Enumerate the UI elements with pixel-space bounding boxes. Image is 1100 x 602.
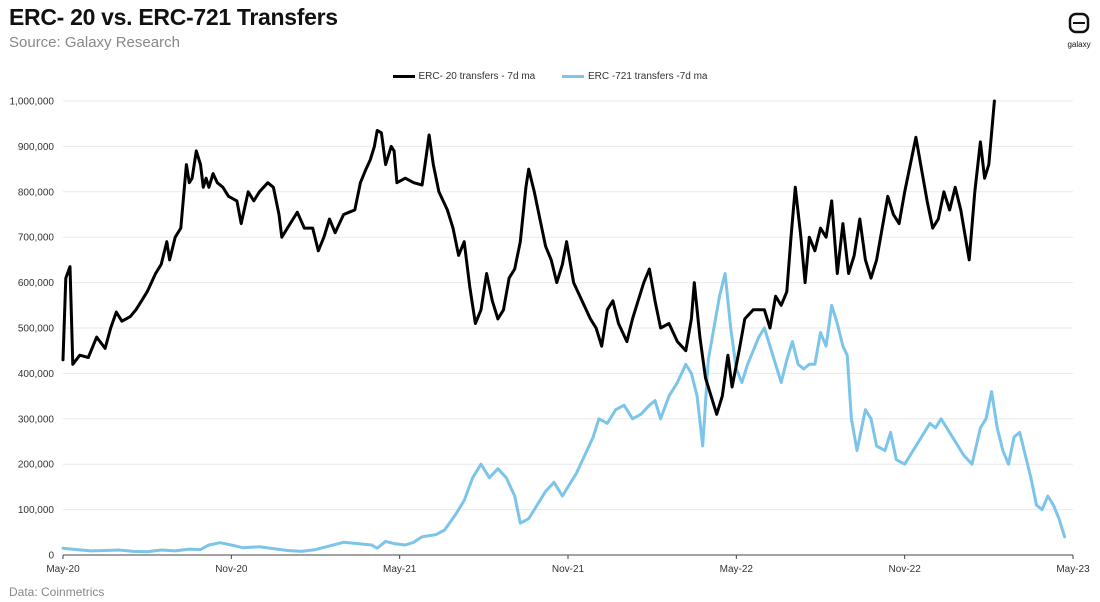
y-tick-label: 200,000 [18,460,55,471]
legend-label-erc721: ERC -721 transfers -7d ma [588,71,708,82]
x-tick-label: Nov-21 [552,564,585,575]
chart-title: ERC- 20 vs. ERC-721 Transfers [9,4,338,30]
legend-swatch-erc721 [562,75,584,78]
x-axis: May-20 Nov-20 May-21 Nov-21 May-22 Nov-22 May-… [46,554,1090,575]
legend-item-erc20: ERC- 20 transfers - 7d ma [392,71,536,82]
series-lines [61,99,1067,554]
y-tick-label: 0 [48,551,54,562]
erc721-line [61,272,1067,554]
x-tick-label: May-23 [1056,564,1090,575]
galaxy-logo-icon [1068,12,1090,34]
y-tick-label: 400,000 [18,369,55,380]
y-tick-label: 500,000 [18,324,55,335]
y-tick-label: 300,000 [18,414,55,425]
x-tick-label: May-21 [383,564,417,575]
chart-legend: ERC- 20 transfers - 7d ma ERC -721 trans… [0,70,1100,82]
x-tick-label: Nov-22 [889,564,922,575]
x-tick-label: Nov-20 [215,564,248,575]
legend-item-erc721: ERC -721 transfers -7d ma [562,71,708,82]
legend-swatch-erc20 [392,75,415,78]
y-axis: 0 100,000 200,000 300,000 400,000 500,000 600,… [10,97,55,562]
y-tick-label: 800,000 [18,187,55,198]
y-tick-label: 900,000 [18,142,55,153]
x-tick-label: May-20 [46,564,80,575]
y-tick-label: 700,000 [18,233,55,244]
y-tick-label: 600,000 [18,278,55,289]
legend-label-erc20: ERC- 20 transfers - 7d ma [418,71,536,82]
erc20-line [61,99,996,416]
x-tick-label: May-22 [720,564,754,575]
galaxy-logo-text: galaxy [1067,40,1091,49]
data-source-note: Data: Coinmetrics [9,585,105,599]
y-tick-label: 1,000,000 [10,97,55,108]
chart-subtitle: Source: Galaxy Research [9,34,180,51]
y-tick-label: 100,000 [18,505,55,516]
galaxy-logo: galaxy [1060,12,1098,52]
